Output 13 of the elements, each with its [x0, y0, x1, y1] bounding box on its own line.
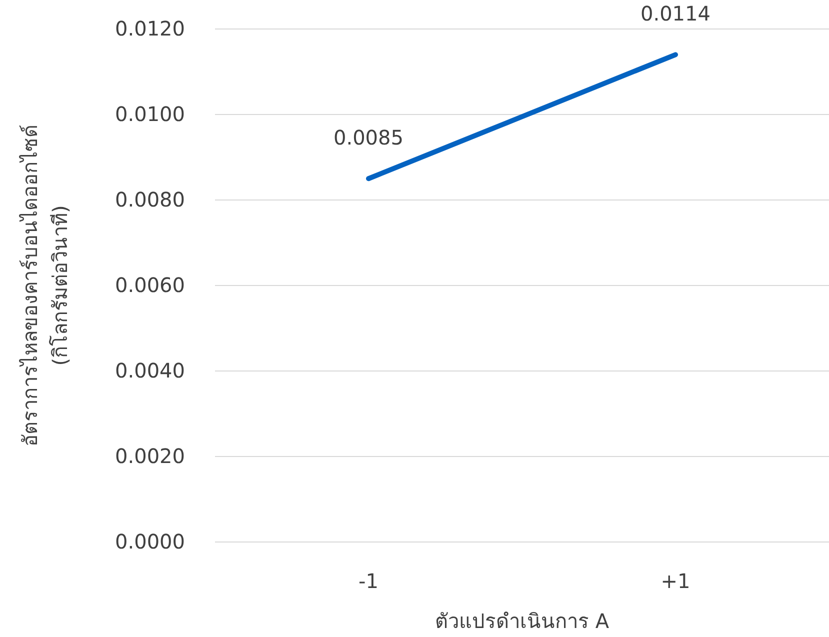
x-tick-label: +1	[660, 569, 690, 594]
y-tick-label: 0.0000	[115, 529, 185, 554]
y-tick-label: 0.0020	[115, 444, 185, 468]
data-label: 0.0114	[640, 2, 710, 26]
x-axis-title: ตัวแปรดำเนินการ A	[434, 609, 610, 633]
y-tick-label: 0.0100	[115, 102, 185, 126]
y-tick-label: 0.0080	[115, 187, 185, 212]
y-axis-title: อัตราการไหลของคาร์บอนไดออกไซด์ (กิโลกรัมต่อวินาที)	[18, 124, 72, 446]
y-tick-label: 0.0060	[115, 272, 185, 297]
y-tick-label: 0.0040	[115, 358, 185, 382]
y-tick-label: 0.0120	[115, 16, 185, 40]
data-label: 0.0085	[334, 126, 404, 150]
x-tick-label: -1	[358, 569, 378, 594]
